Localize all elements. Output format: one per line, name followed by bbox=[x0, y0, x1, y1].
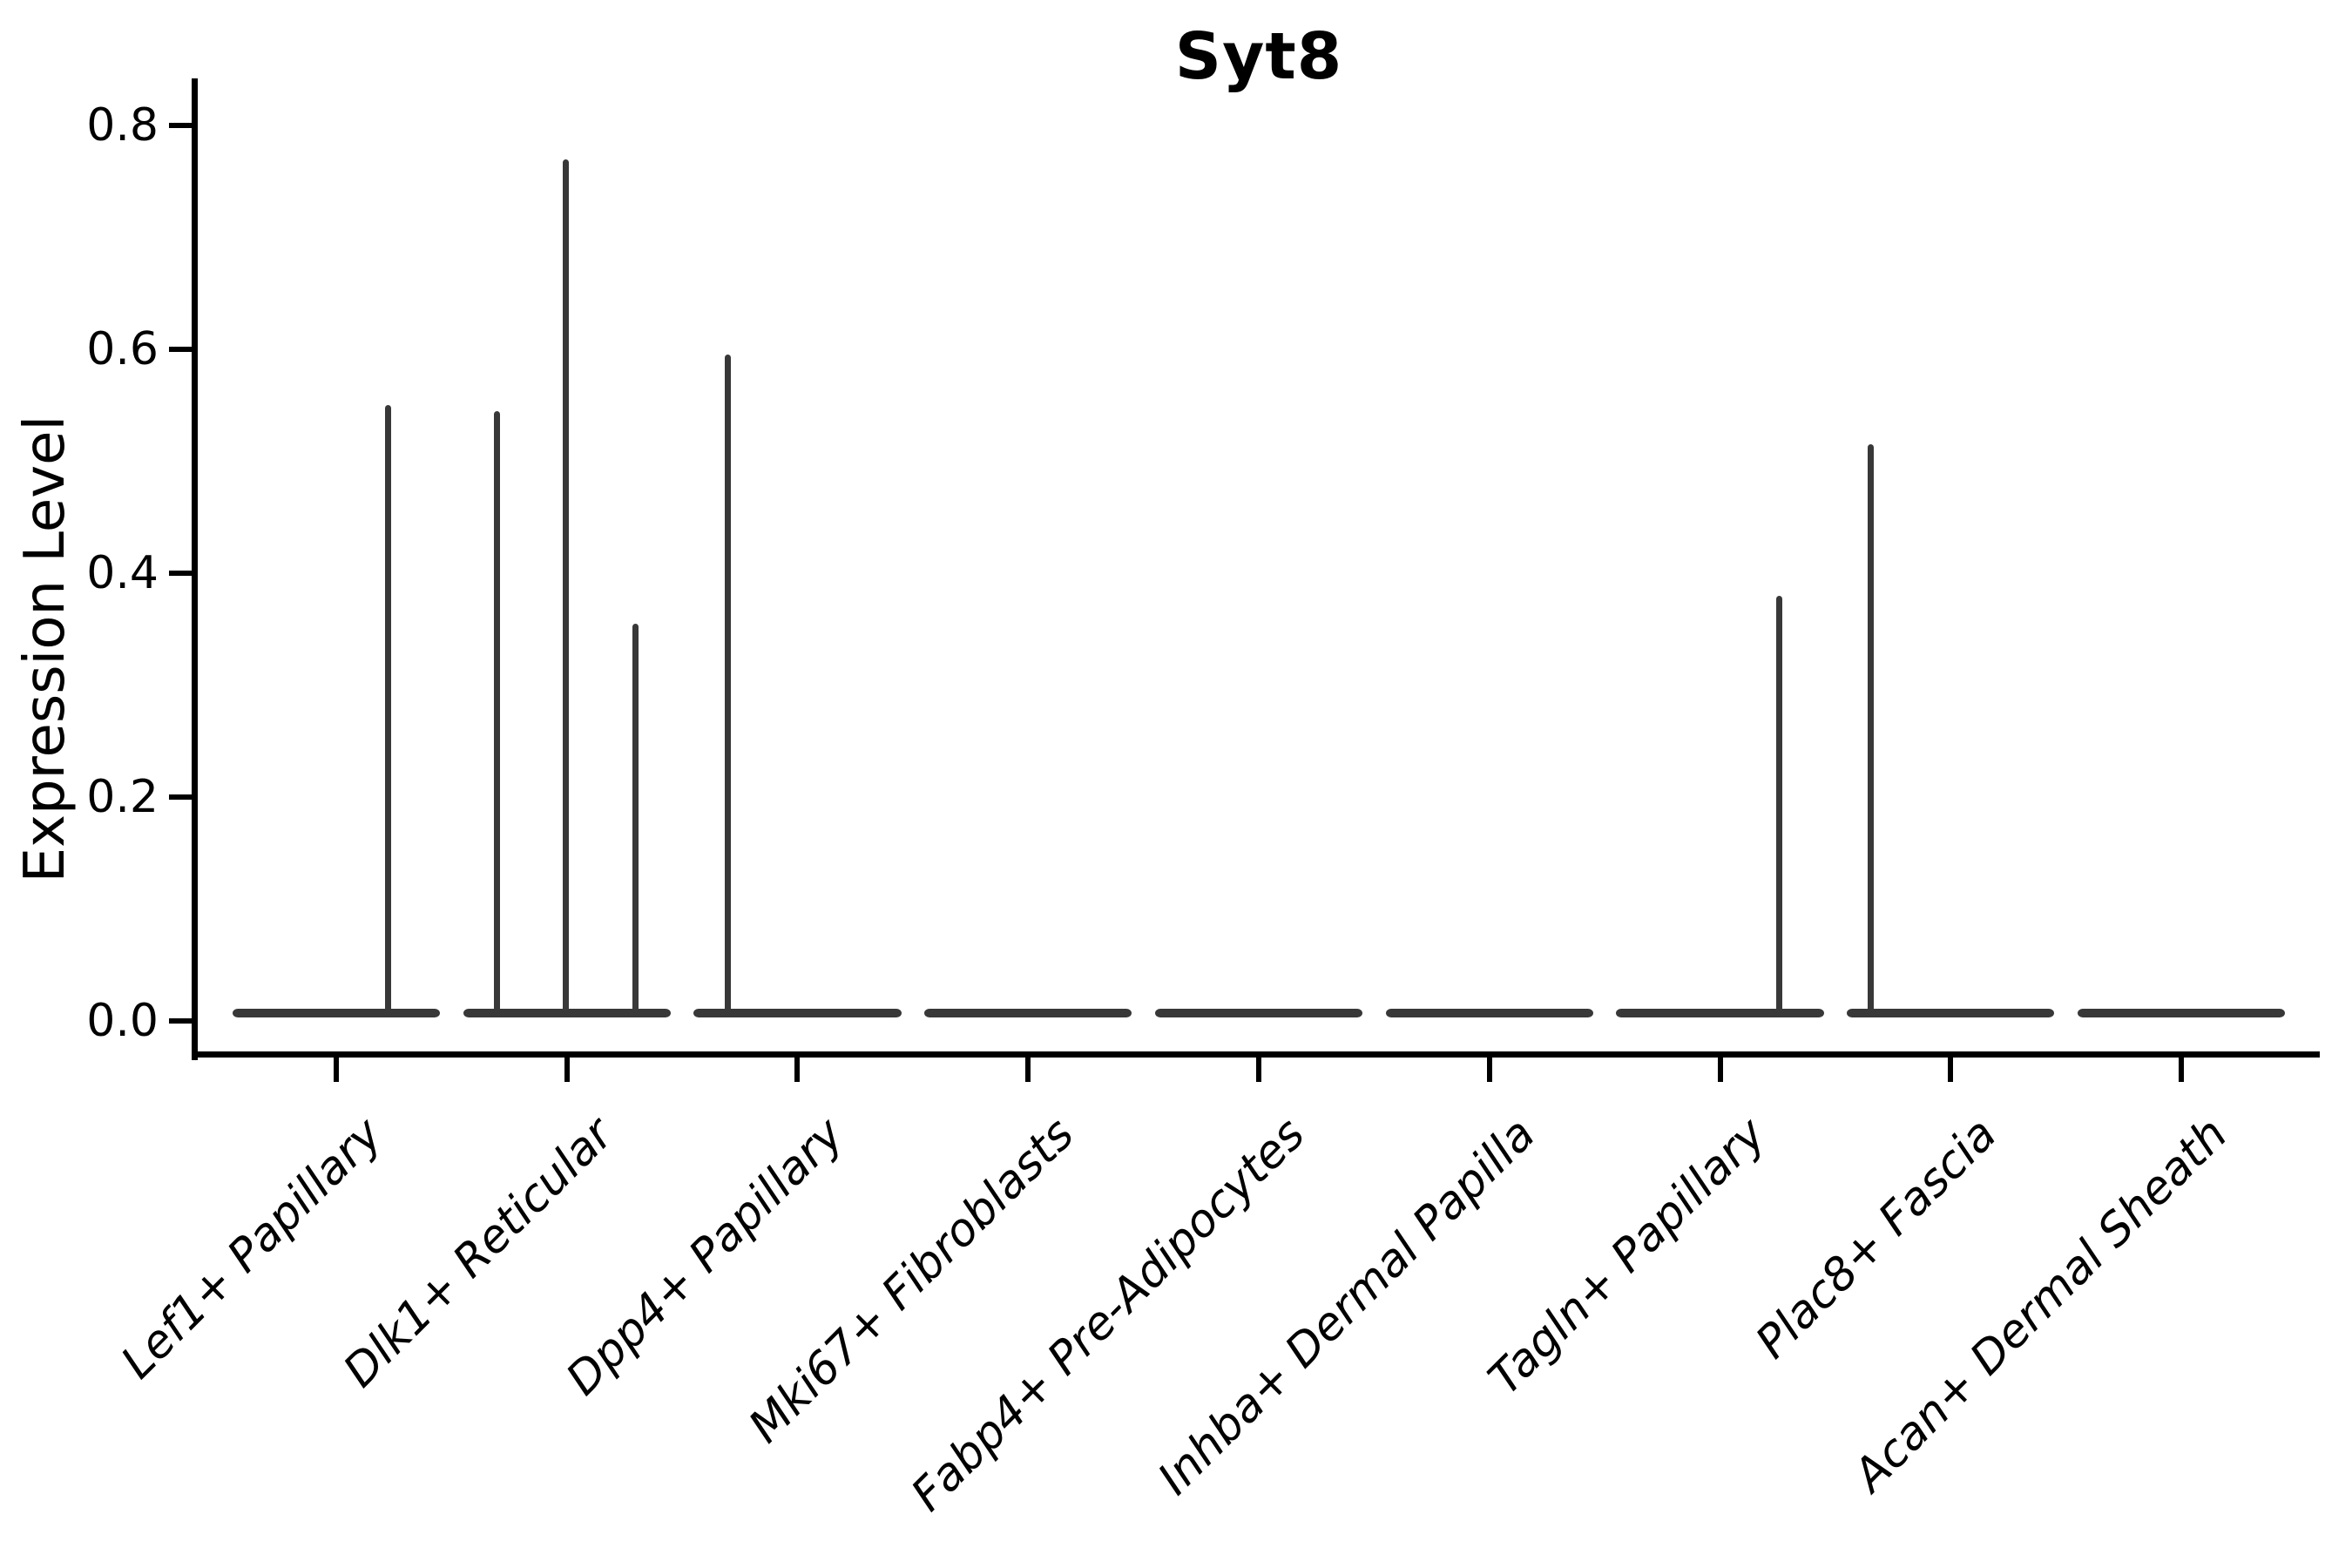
y-tick bbox=[169, 347, 192, 352]
x-tick bbox=[1256, 1057, 1261, 1082]
y-tick-label: 0.0 bbox=[86, 995, 159, 1047]
x-tick-label: Fabp4+ Pre-Adipocytes bbox=[901, 1108, 1315, 1522]
y-tick bbox=[169, 571, 192, 576]
violin-body bbox=[1385, 1009, 1593, 1017]
x-tick bbox=[1025, 1057, 1031, 1082]
violin-spike bbox=[1868, 444, 1875, 1016]
violin-body bbox=[1154, 1009, 1363, 1017]
y-tick bbox=[169, 1018, 192, 1024]
x-tick-label: Acan+ Dermal Sheath bbox=[1843, 1108, 2238, 1502]
x-tick bbox=[2179, 1057, 2185, 1082]
violin-body bbox=[693, 1009, 902, 1017]
violin-body bbox=[2077, 1009, 2286, 1017]
y-tick-label: 0.4 bbox=[86, 547, 159, 599]
chart-title: Syt8 bbox=[1174, 19, 1343, 94]
violin-spike bbox=[494, 410, 501, 1016]
y-axis-spine bbox=[192, 78, 198, 1060]
y-tick-label: 0.6 bbox=[86, 323, 159, 375]
violin-body bbox=[1847, 1009, 2055, 1017]
x-tick-label: Plac8+ Fascia bbox=[1746, 1108, 2007, 1369]
x-tick-label: Inhba+ Dermal Papilla bbox=[1148, 1108, 1546, 1505]
violin-spike bbox=[632, 623, 639, 1016]
violin-spike bbox=[1775, 595, 1782, 1016]
x-tick bbox=[1717, 1057, 1723, 1082]
violin-body bbox=[232, 1009, 440, 1017]
x-tick bbox=[1948, 1057, 1954, 1082]
violin-body bbox=[1616, 1009, 1824, 1017]
x-tick bbox=[1486, 1057, 1492, 1082]
y-tick-label: 0.2 bbox=[86, 771, 159, 823]
y-tick-label: 0.8 bbox=[86, 99, 159, 152]
violin-spike bbox=[562, 159, 569, 1016]
violin-spike bbox=[725, 355, 732, 1016]
y-tick bbox=[169, 123, 192, 128]
violin-spike bbox=[384, 405, 391, 1016]
x-tick bbox=[564, 1057, 570, 1082]
violin-body bbox=[924, 1009, 1132, 1017]
x-tick bbox=[333, 1057, 339, 1082]
x-tick bbox=[794, 1057, 801, 1082]
y-tick bbox=[169, 794, 192, 800]
x-axis-spine bbox=[192, 1051, 2320, 1058]
